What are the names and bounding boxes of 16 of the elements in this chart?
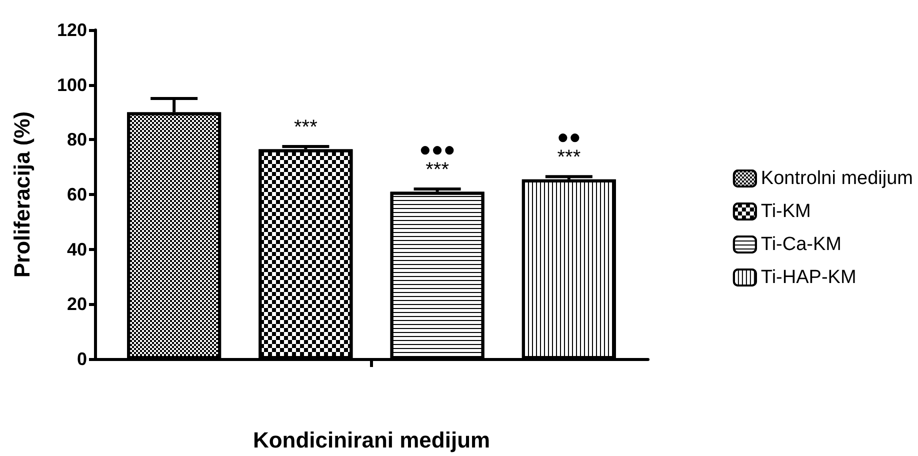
- y-tick-label: 20: [66, 294, 87, 314]
- legend-label: Ti-KM: [760, 201, 811, 222]
- y-tick-label: 100: [56, 74, 87, 95]
- x-axis-title: Kondicinirani medijum: [252, 428, 490, 452]
- data-label: ●● ***: [556, 126, 582, 168]
- y-tick-label: 60: [66, 184, 87, 204]
- legend-label: Kontrolni medijum: [760, 168, 914, 189]
- legend-label: Ti-HAP-KM: [760, 267, 856, 288]
- y-tick-label: 80: [66, 130, 87, 150]
- legend-label: Ti-Ca-KM: [760, 234, 842, 255]
- y-tick-label: 120: [56, 20, 87, 40]
- y-tick-label: 0: [76, 349, 87, 369]
- data-label: ***: [294, 116, 318, 138]
- y-axis-title: Proliferacija (%): [10, 111, 34, 278]
- data-label: ●●● ***: [419, 138, 456, 181]
- y-tick-label: 40: [66, 239, 87, 260]
